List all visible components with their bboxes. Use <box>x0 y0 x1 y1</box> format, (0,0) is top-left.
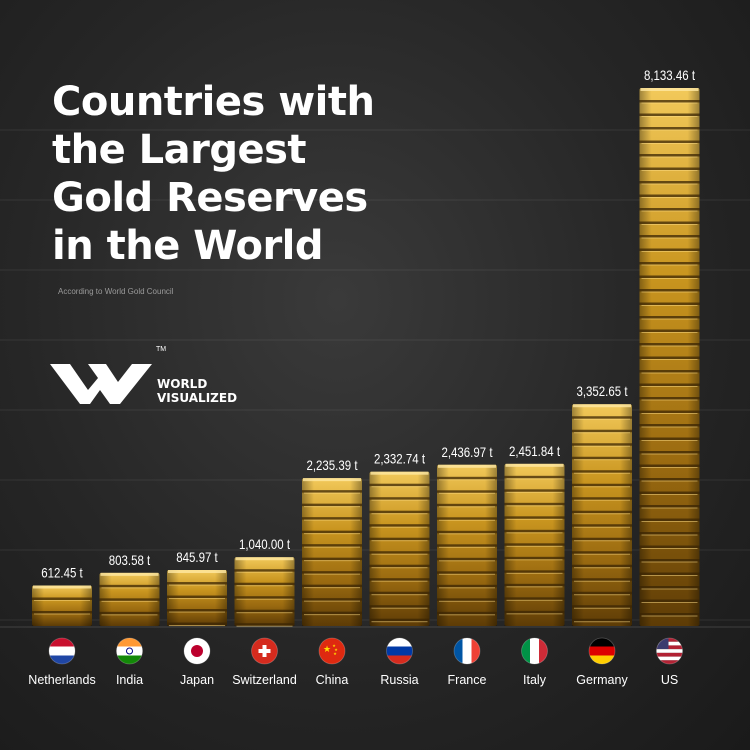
bar <box>437 464 497 626</box>
bar <box>302 478 362 626</box>
india-flag-icon <box>116 638 143 664</box>
value-label: 845.97 t <box>176 549 218 565</box>
chart-subtitle: According to World Gold Council <box>58 287 174 296</box>
flag-ring <box>318 637 346 665</box>
chart-title: Countries with the Largest Gold Reserves… <box>52 79 375 269</box>
brand-line-1: WORLD <box>157 377 208 391</box>
germany-flag-icon <box>589 638 615 664</box>
japan-flag-icon <box>184 638 210 664</box>
category-label: Italy <box>523 673 547 687</box>
flag-ring <box>588 637 616 665</box>
brand-name: WORLD VISUALIZED <box>157 377 237 405</box>
category-label: France <box>448 673 487 687</box>
flag-ring <box>251 637 278 665</box>
bar <box>504 463 565 626</box>
category-label: Russia <box>380 673 418 687</box>
svg-text:★: ★ <box>334 647 338 652</box>
category-label: China <box>316 673 349 687</box>
value-label: 2,451.84 t <box>509 443 560 459</box>
flags-group: ★ ★★★ <box>48 637 683 665</box>
svg-text:★: ★ <box>323 644 331 654</box>
italy-flag-icon <box>521 638 548 664</box>
flag-ring <box>453 637 481 665</box>
bar <box>572 404 632 626</box>
value-label: 3,352.65 t <box>576 383 627 399</box>
france-flag-icon <box>454 638 480 664</box>
bar <box>234 557 295 627</box>
flag-ring <box>116 637 143 665</box>
bar <box>369 471 430 626</box>
category-labels-group: Netherlands India Japan Switzerland China Rus… <box>28 673 678 687</box>
bars-group <box>32 88 700 627</box>
value-label: 2,436.97 t <box>441 444 492 460</box>
russia-flag-icon <box>386 638 413 664</box>
svg-text:★: ★ <box>333 651 337 656</box>
china-flag-icon: ★ ★★★ <box>319 638 345 664</box>
value-labels-group: 612.45 t 803.58 t 845.97 t 1,040.00 t 2,235.… <box>41 67 695 581</box>
value-label: 1,040.00 t <box>239 536 290 552</box>
value-label: 803.58 t <box>109 552 151 568</box>
world-visualized-logo <box>50 364 152 404</box>
flag-ring <box>656 637 683 665</box>
bar <box>99 572 160 626</box>
us-flag-icon <box>656 638 683 664</box>
category-label: India <box>116 673 143 687</box>
value-label: 2,235.39 t <box>306 457 357 473</box>
category-label: Germany <box>576 673 628 687</box>
flag-ring <box>386 637 413 665</box>
bar <box>639 88 700 626</box>
trademark-mark: TM <box>156 346 167 353</box>
brand-line-2: VISUALIZED <box>157 391 238 405</box>
flag-ring <box>183 637 211 665</box>
flag-ring <box>521 637 548 665</box>
value-label: 8,133.46 t <box>644 67 695 83</box>
value-label: 2,332.74 t <box>374 451 425 467</box>
netherlands-flag-icon <box>49 638 75 664</box>
category-label: Japan <box>180 673 214 687</box>
value-label: 612.45 t <box>41 564 83 580</box>
category-label: Netherlands <box>28 673 95 687</box>
flag-ring <box>48 637 76 665</box>
switzerland-flag-icon <box>251 638 278 664</box>
bar <box>167 570 227 627</box>
svg-text:★: ★ <box>332 643 336 648</box>
category-label: Switzerland <box>232 673 297 687</box>
category-label: US <box>661 673 678 687</box>
bar <box>32 585 92 626</box>
